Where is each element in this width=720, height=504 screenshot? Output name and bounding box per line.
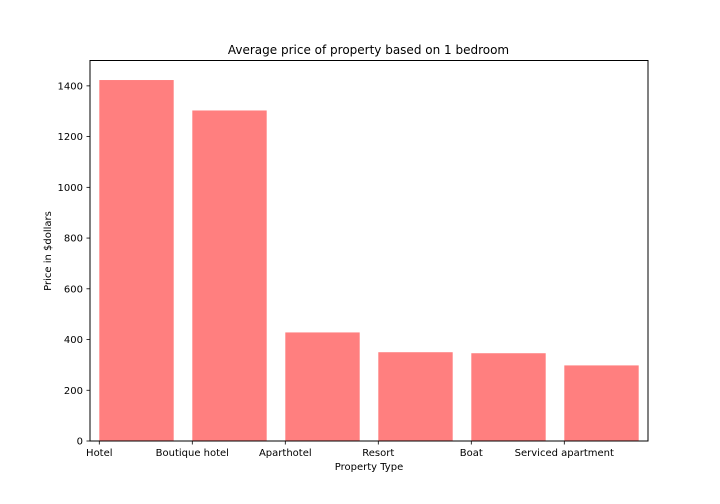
x-tick-label: Hotel: [86, 448, 113, 459]
y-tick-label: 200: [64, 386, 83, 397]
bar-boat: [471, 353, 546, 441]
x-tick-label: Serviced apartment: [515, 448, 614, 459]
bar-boutique-hotel: [192, 110, 267, 441]
y-tick-label: 1200: [58, 132, 83, 143]
bar-serviced-apartment: [564, 365, 639, 441]
bar-resort: [378, 352, 453, 441]
y-tick-label: 400: [64, 335, 83, 346]
plot-frame: [89, 60, 649, 442]
x-tick-label: Boat: [460, 448, 483, 459]
bar-aparthotel: [285, 332, 360, 441]
x-tick-label: Boutique hotel: [156, 448, 229, 459]
y-axis: 0 200 400 600 800 1000 1200 1400: [58, 81, 90, 448]
x-tick-label: Resort: [362, 448, 394, 459]
y-axis-label: Price in $dollars: [43, 211, 54, 291]
x-axis-label: Property Type: [335, 462, 403, 473]
bars-group: [99, 80, 639, 441]
y-tick-label: 600: [64, 284, 83, 295]
chart-title: Average price of property based on 1 bed…: [228, 43, 509, 57]
x-tick-label: Aparthotel: [259, 448, 312, 459]
x-axis: Hotel Boutique hotel Aparthotel Resort Boat S…: [86, 441, 614, 459]
y-tick-label: 0: [77, 437, 83, 448]
bar-hotel: [99, 80, 174, 441]
y-tick-label: 1400: [58, 81, 83, 92]
y-tick-label: 800: [64, 234, 83, 245]
y-tick-label: 1000: [58, 183, 83, 194]
